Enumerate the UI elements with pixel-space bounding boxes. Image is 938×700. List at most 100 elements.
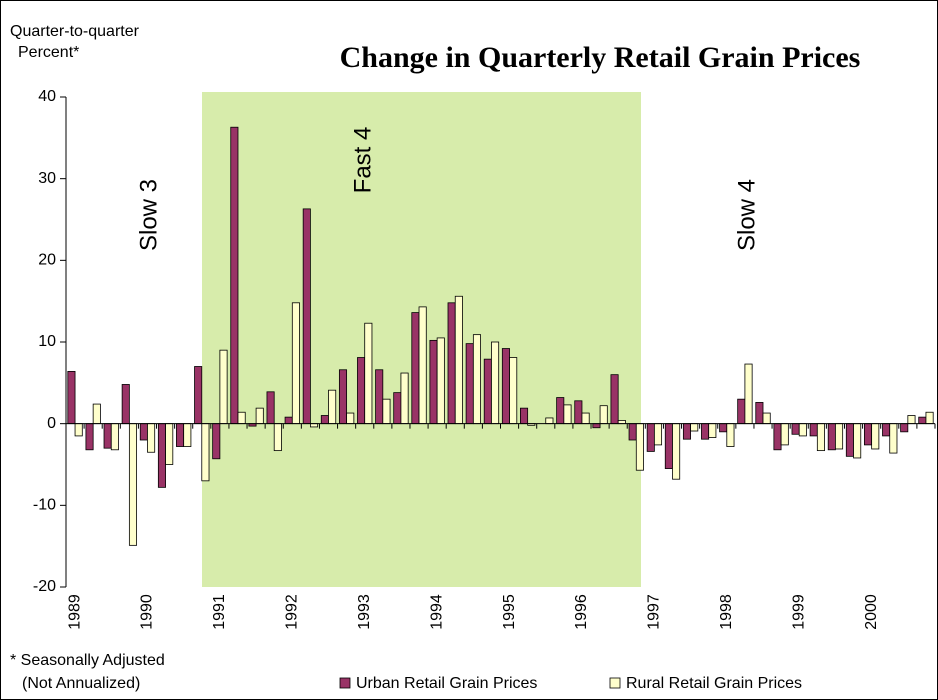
bar [219,349,228,425]
bar [780,423,789,446]
y-tick-label: -20 [33,578,56,595]
x-tick-label: 1989 [66,594,83,630]
bar [701,423,710,440]
footnote: * Seasonally Adjusted [10,652,165,669]
bar [719,423,728,433]
bar [230,126,239,425]
bar [284,416,293,425]
x-tick-label: 1997 [646,594,663,630]
bar [176,423,185,447]
x-tick-label: 1990 [139,594,156,630]
bar [882,423,891,437]
bar [653,423,663,446]
y-tick-label: 20 [38,252,56,269]
y-tick-label: -10 [33,497,56,514]
bar [845,423,854,457]
bar [853,423,862,459]
bar [664,423,673,469]
bar [610,374,619,425]
bar [67,370,76,425]
bar [501,348,510,425]
footnote: (Not Annualized) [22,675,140,692]
annotation: Fast 4 [349,127,376,194]
bar [520,407,529,425]
bar [255,407,264,425]
bar [900,423,909,433]
bar [346,412,355,425]
bar [726,423,735,447]
bar [925,411,934,425]
y-tick-label: 40 [38,88,56,105]
legend-label: Urban Retail Grain Prices [356,675,537,692]
y-axis-label: Percent* [18,44,79,61]
bar [212,423,221,460]
bar [103,423,112,449]
bar [592,423,601,429]
bar [472,334,481,425]
bar [791,423,800,435]
bar [755,402,764,425]
x-tick-label: 1998 [718,594,735,630]
bar [147,423,156,453]
bar [273,423,282,452]
bar [400,372,409,425]
bar [889,423,898,454]
y-tick-label: 30 [38,170,56,187]
bar [798,423,807,437]
bar [907,415,916,425]
x-tick-label: 1991 [211,594,228,630]
bar [183,423,192,447]
x-tick-label: 1999 [790,594,807,630]
y-tick-label: 10 [38,333,56,350]
bar [545,417,554,425]
bar [708,423,717,438]
legend-label: Rural Retail Grain Prices [626,675,802,692]
bar [237,411,246,425]
bar [574,400,583,425]
bar [581,412,590,425]
y-axis-label: Quarter-to-quarter [10,23,140,40]
bar [74,423,83,437]
bar [320,415,329,425]
bar [110,423,119,451]
bar [871,423,880,450]
bar [121,384,130,425]
annotation: Slow 4 [733,179,760,251]
x-tick-label: 1993 [356,594,373,630]
bar [816,423,825,452]
bar [357,357,366,425]
bar [157,423,166,488]
bar [491,341,500,425]
bar [393,392,402,425]
bar [128,423,138,546]
x-tick-label: 2000 [863,594,880,630]
bar [918,416,927,425]
bar [418,306,427,425]
bar [364,322,373,425]
x-tick-label: 1992 [284,594,301,630]
bar [599,405,608,425]
bar [201,423,210,482]
bar [827,423,836,451]
bar [690,423,699,432]
bar [194,366,203,425]
bar [809,423,818,437]
bar [465,343,474,425]
bar [447,302,456,425]
bar [483,358,492,425]
bar [646,423,655,452]
bar [682,423,691,440]
bar [382,398,391,425]
bar [266,391,275,425]
x-tick-label: 1995 [501,594,518,630]
bar [835,423,844,450]
bar [773,423,782,451]
bar [635,423,644,471]
legend-swatch [339,677,351,689]
bar [328,389,337,425]
bar [85,423,94,451]
bar [563,404,572,425]
bar [744,363,753,425]
bar [863,423,873,446]
